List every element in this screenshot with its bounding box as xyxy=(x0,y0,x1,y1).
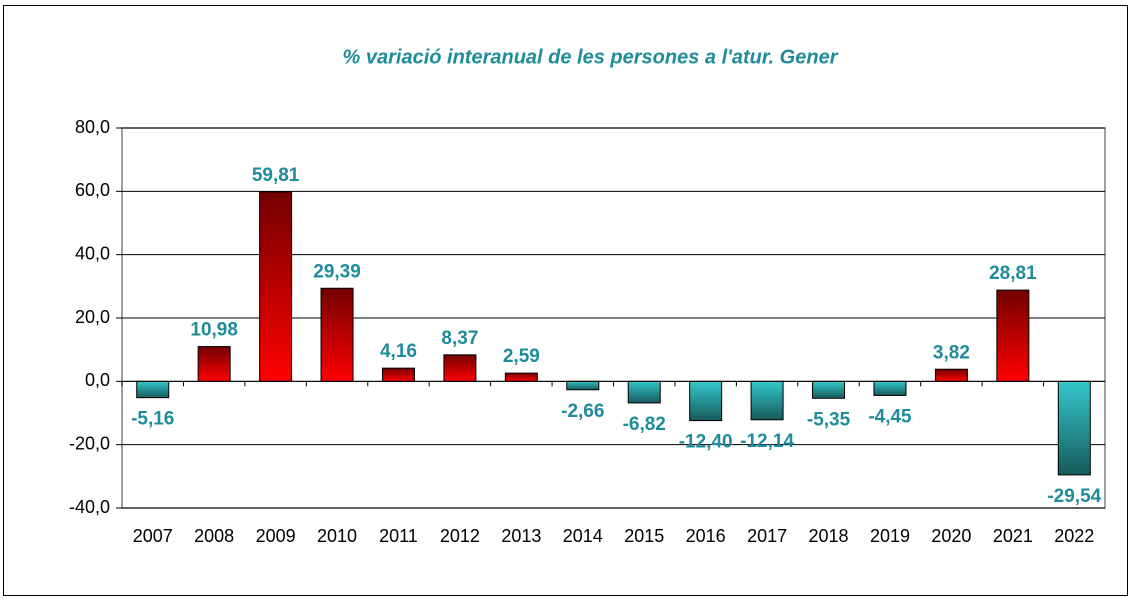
y-tick-label: 80,0 xyxy=(75,117,110,137)
y-tick-label: -20,0 xyxy=(69,433,110,453)
bar xyxy=(259,191,293,382)
bar xyxy=(504,372,538,382)
x-tick-label: 2022 xyxy=(1054,526,1094,546)
bar xyxy=(750,380,784,421)
bar xyxy=(689,380,723,422)
bar xyxy=(443,354,477,382)
data-label: -5,35 xyxy=(807,409,851,430)
bar xyxy=(873,380,907,396)
x-tick-label: 2021 xyxy=(993,526,1033,546)
data-label: -5,16 xyxy=(131,409,174,430)
y-tick-label: -40,0 xyxy=(69,497,110,517)
y-tick-label: 60,0 xyxy=(75,180,110,200)
data-label: -6,82 xyxy=(623,414,666,435)
data-label: 10,98 xyxy=(190,320,238,341)
x-tick-label: 2008 xyxy=(194,526,234,546)
x-tick-label: 2012 xyxy=(440,526,480,546)
data-label: -12,14 xyxy=(740,431,794,452)
bar xyxy=(627,380,661,404)
x-tick-label: 2018 xyxy=(809,526,849,546)
data-label: -2,66 xyxy=(561,401,604,422)
data-label: 4,16 xyxy=(380,341,417,362)
data-label: -12,40 xyxy=(679,432,733,453)
x-tick-label: 2019 xyxy=(870,526,910,546)
x-tick-label: 2016 xyxy=(686,526,726,546)
chart-title: % variació interanual de les persones a … xyxy=(343,46,839,68)
y-tick-label: 40,0 xyxy=(75,243,110,263)
x-tick-label: 2015 xyxy=(624,526,664,546)
x-tick-label: 2013 xyxy=(501,526,541,546)
x-tick-label: 2014 xyxy=(563,526,603,546)
data-label: 3,82 xyxy=(933,342,970,363)
bar xyxy=(566,380,600,391)
bar xyxy=(381,367,415,382)
x-tick-label: 2010 xyxy=(317,526,357,546)
bar xyxy=(197,346,231,382)
data-label: 2,59 xyxy=(503,346,540,367)
bar xyxy=(136,380,170,399)
x-tick-label: 2011 xyxy=(379,526,418,546)
data-label: 29,39 xyxy=(313,261,361,282)
x-tick-label: 2007 xyxy=(133,526,173,546)
x-tick-label: 2009 xyxy=(256,526,296,546)
bar xyxy=(1057,380,1091,476)
data-label: -29,54 xyxy=(1047,486,1101,507)
x-tick-label: 2017 xyxy=(747,526,787,546)
y-tick-label: 0,0 xyxy=(85,370,110,390)
bar xyxy=(320,287,354,382)
data-label: 8,37 xyxy=(441,328,478,349)
data-label: 59,81 xyxy=(252,165,300,186)
bar xyxy=(812,380,846,399)
y-tick-label: 20,0 xyxy=(75,307,110,327)
bar xyxy=(996,289,1030,382)
data-label: -4,45 xyxy=(868,406,912,427)
x-tick-label: 2020 xyxy=(931,526,971,546)
bar xyxy=(934,368,968,382)
data-label: 28,81 xyxy=(989,263,1037,284)
